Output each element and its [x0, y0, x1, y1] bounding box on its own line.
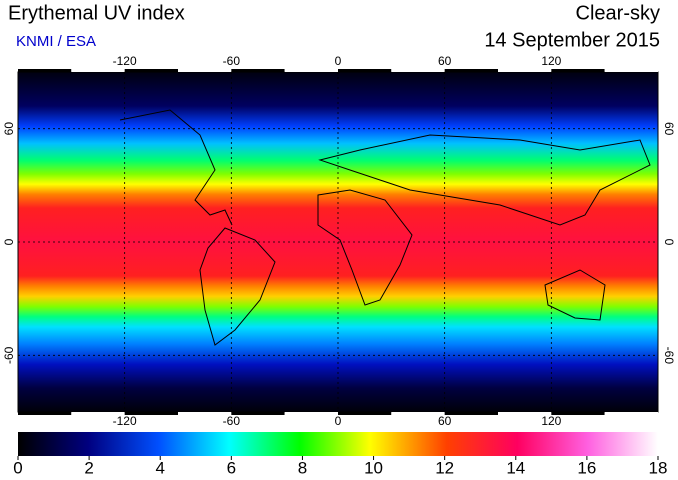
frame-bar	[18, 412, 72, 415]
colorbar-label: 2	[84, 458, 93, 477]
colorbar-label: 8	[298, 458, 307, 477]
frame-bar	[231, 412, 285, 415]
colorbar-label: 10	[364, 458, 383, 477]
lon-label: 0	[335, 54, 342, 68]
frame-bar	[284, 69, 338, 72]
frame-bar	[391, 412, 445, 415]
frame-bar	[338, 69, 392, 72]
frame-bar	[444, 69, 498, 72]
frame-bar	[71, 412, 125, 415]
frame-bar	[231, 69, 285, 72]
frame-bar	[391, 69, 445, 72]
frame-bar	[124, 69, 178, 72]
lat-label: 0	[2, 238, 16, 245]
frame-bar	[178, 69, 232, 72]
lat-label: -60	[662, 347, 676, 365]
colorbar-label: 14	[506, 458, 525, 477]
mode: Clear-sky	[576, 2, 660, 24]
frame-bar	[604, 69, 658, 72]
frame-bar	[551, 69, 605, 72]
colorbar	[18, 432, 658, 456]
frame-bar	[551, 412, 605, 415]
lon-label: 0	[335, 414, 342, 428]
colorbar-label: 16	[577, 458, 596, 477]
lon-label: -120	[113, 54, 137, 68]
lon-label: 120	[541, 414, 561, 428]
colorbar-label: 18	[649, 458, 668, 477]
lon-label: -60	[223, 414, 241, 428]
title: Erythemal UV index	[8, 2, 185, 24]
frame-bar	[18, 69, 72, 72]
lat-label: -60	[2, 346, 16, 364]
frame-bar	[338, 412, 392, 415]
frame-bar	[498, 412, 552, 415]
lon-label: 60	[438, 54, 452, 68]
frame-bar	[178, 412, 232, 415]
frame-bar	[444, 412, 498, 415]
frame-bar	[284, 412, 338, 415]
frame-bar	[71, 69, 125, 72]
coastlines	[119, 109, 651, 346]
lat-label: 60	[662, 122, 676, 136]
lon-label: 120	[541, 54, 561, 68]
colorbar-label: 4	[155, 458, 164, 477]
lon-label: -120	[113, 414, 137, 428]
lat-label: 0	[662, 239, 676, 246]
lon-label: -60	[223, 54, 241, 68]
lat-label: 60	[2, 122, 16, 136]
frame-bar	[124, 412, 178, 415]
frame-bar	[498, 69, 552, 72]
date: 14 September 2015	[484, 29, 660, 51]
colorbar-label: 12	[435, 458, 454, 477]
source: KNMI / ESA	[16, 33, 96, 50]
frame-bar	[604, 412, 658, 415]
lon-label: 60	[438, 414, 452, 428]
colorbar-label: 0	[13, 458, 22, 477]
colorbar-label: 6	[227, 458, 236, 477]
